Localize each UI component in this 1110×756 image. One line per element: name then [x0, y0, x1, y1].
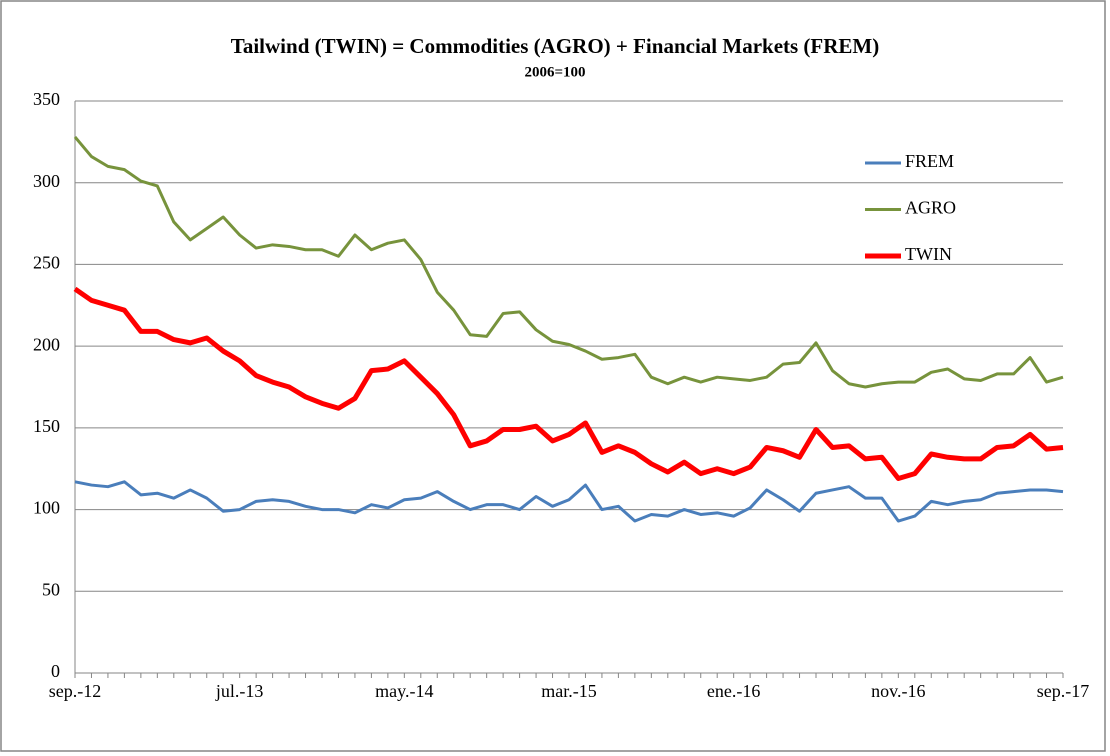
y-tick-label: 200 [33, 334, 60, 354]
y-tick-label: 250 [33, 253, 60, 273]
x-tick-label: ene.-16 [707, 681, 760, 701]
legend-label: TWIN [905, 244, 952, 264]
y-tick-label: 300 [33, 171, 60, 191]
y-tick-label: 350 [33, 89, 60, 109]
y-tick-label: 150 [33, 416, 60, 436]
y-tick-label: 0 [51, 661, 60, 681]
data-line [73, 286, 1064, 482]
x-tick-label: sep.-12 [49, 681, 102, 701]
legend-label: AGRO [905, 198, 956, 218]
chart-subtitle: 2006=100 [524, 64, 585, 80]
legend-label: FREM [905, 151, 954, 171]
y-tick-label: 50 [42, 579, 60, 599]
data-line [73, 135, 1064, 389]
chart-title: Tailwind (TWIN) = Commodities (AGRO) + F… [231, 34, 879, 58]
x-tick-label: mar.-15 [541, 681, 597, 701]
y-tick-label: 100 [33, 498, 60, 518]
data-line [74, 480, 1064, 523]
x-tick-label: may.-14 [375, 681, 433, 701]
x-tick-label: jul.-13 [215, 681, 264, 701]
x-tick-label: nov.-16 [871, 681, 925, 701]
x-tick-label: sep.-17 [1037, 681, 1090, 701]
